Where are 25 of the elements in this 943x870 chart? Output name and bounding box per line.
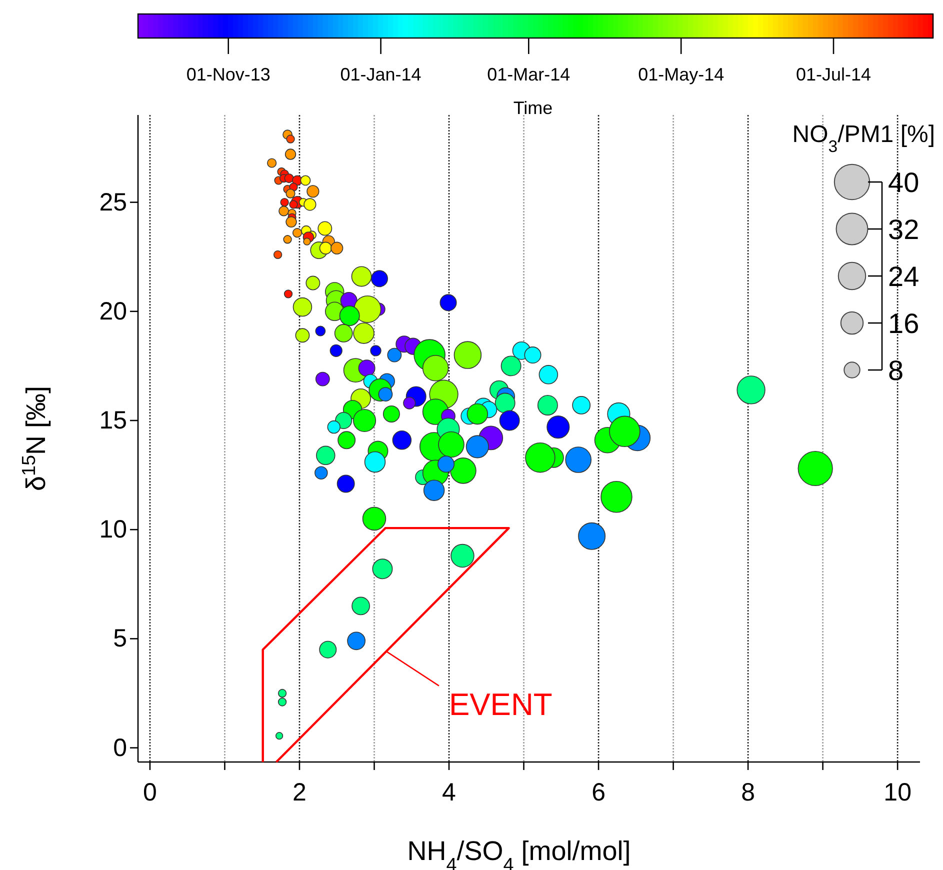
y-tick-label: 15 [99, 406, 127, 434]
color-bar-label: 01-Mar-14 [487, 64, 570, 84]
x-tick-label: 4 [442, 778, 456, 806]
legend-title: NO$_{3}$/PM1 [%] [792, 121, 935, 156]
legend-label: 40 [888, 167, 920, 198]
color-bar-label: 01-May-14 [638, 64, 724, 84]
y-tick-label: 25 [99, 188, 127, 216]
x-tick-label: 10 [884, 778, 912, 806]
x-tick-label: 0 [143, 778, 157, 806]
x-tick-label: 8 [741, 778, 756, 806]
legend-label: 16 [888, 308, 920, 339]
x-tick-label: 2 [292, 778, 306, 806]
color-bar-label: 01-Nov-13 [186, 64, 270, 84]
legend-label: 8 [888, 355, 904, 386]
y-tick-label: 10 [99, 516, 127, 544]
y-tick-label: 5 [113, 624, 127, 653]
x-tick-label: 6 [592, 778, 606, 806]
y-tick-label: 20 [99, 297, 127, 326]
annotation: EVENT [448, 686, 552, 722]
y-tick-label: 0 [113, 734, 127, 762]
color-bar-title: Time [513, 98, 553, 118]
color-bar-label: 01-Jul-14 [796, 64, 872, 84]
legend-label: 24 [888, 261, 920, 292]
legend-label: 32 [888, 214, 920, 245]
color-bar-label: 01-Jan-14 [340, 64, 422, 84]
